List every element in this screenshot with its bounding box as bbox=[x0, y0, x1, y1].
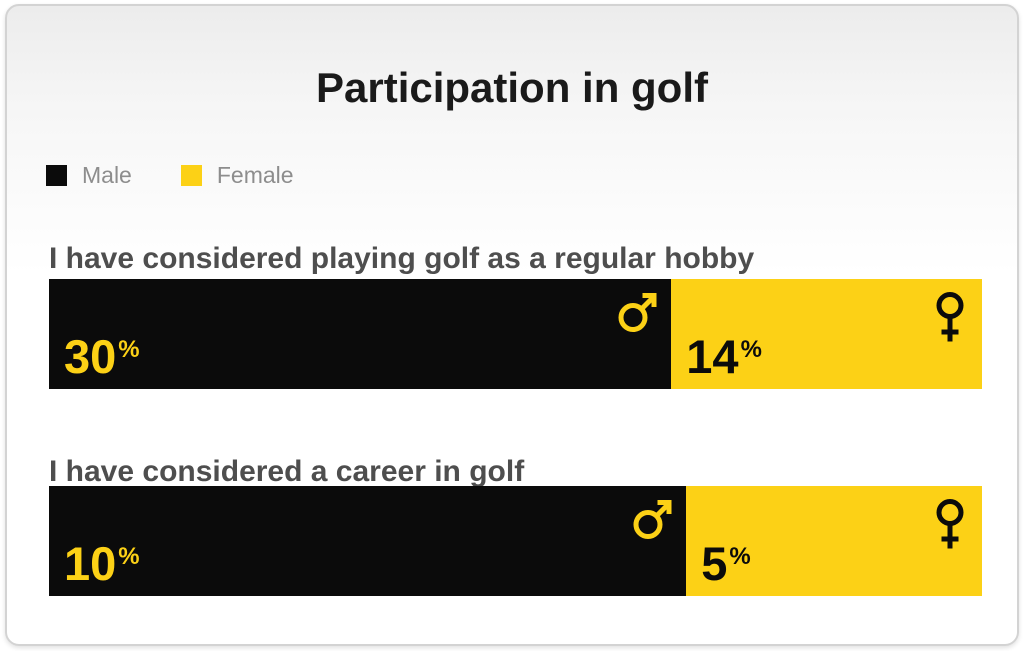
male-icon bbox=[632, 496, 675, 540]
bar-career-female-segment: 5% bbox=[686, 486, 982, 596]
chart-title: Participation in golf bbox=[315, 64, 708, 112]
question-hobby: I have considered playing golf as a regu… bbox=[49, 241, 755, 275]
legend-item-female: Female bbox=[180, 162, 294, 188]
legend: Male Female bbox=[46, 164, 343, 187]
bar-career-male-value: 10% bbox=[64, 537, 140, 590]
bar-hobby-female-segment: 14% bbox=[671, 279, 982, 389]
bar-career-male-segment: 10% bbox=[49, 486, 687, 596]
female-swatch bbox=[180, 165, 202, 186]
bar-hobby-female-value: 14% bbox=[686, 330, 762, 383]
female-icon bbox=[935, 499, 965, 551]
male-swatch bbox=[46, 165, 67, 186]
bar-career-female-value: 5% bbox=[701, 537, 751, 590]
legend-label-female: Female bbox=[216, 162, 294, 188]
chart-card: Participation in golf Male Female I have… bbox=[5, 4, 1019, 646]
bar-hobby: 30% 14% bbox=[49, 279, 982, 389]
bar-hobby-male-segment: 30% bbox=[49, 279, 672, 389]
question-career: I have considered a career in golf bbox=[49, 454, 525, 488]
legend-item-male: Male bbox=[46, 164, 132, 187]
bar-career: 10% 5% bbox=[49, 486, 982, 596]
legend-label-male: Male bbox=[82, 162, 132, 188]
male-icon bbox=[617, 289, 660, 333]
female-icon bbox=[935, 292, 965, 344]
bar-hobby-male-value: 30% bbox=[64, 330, 140, 383]
